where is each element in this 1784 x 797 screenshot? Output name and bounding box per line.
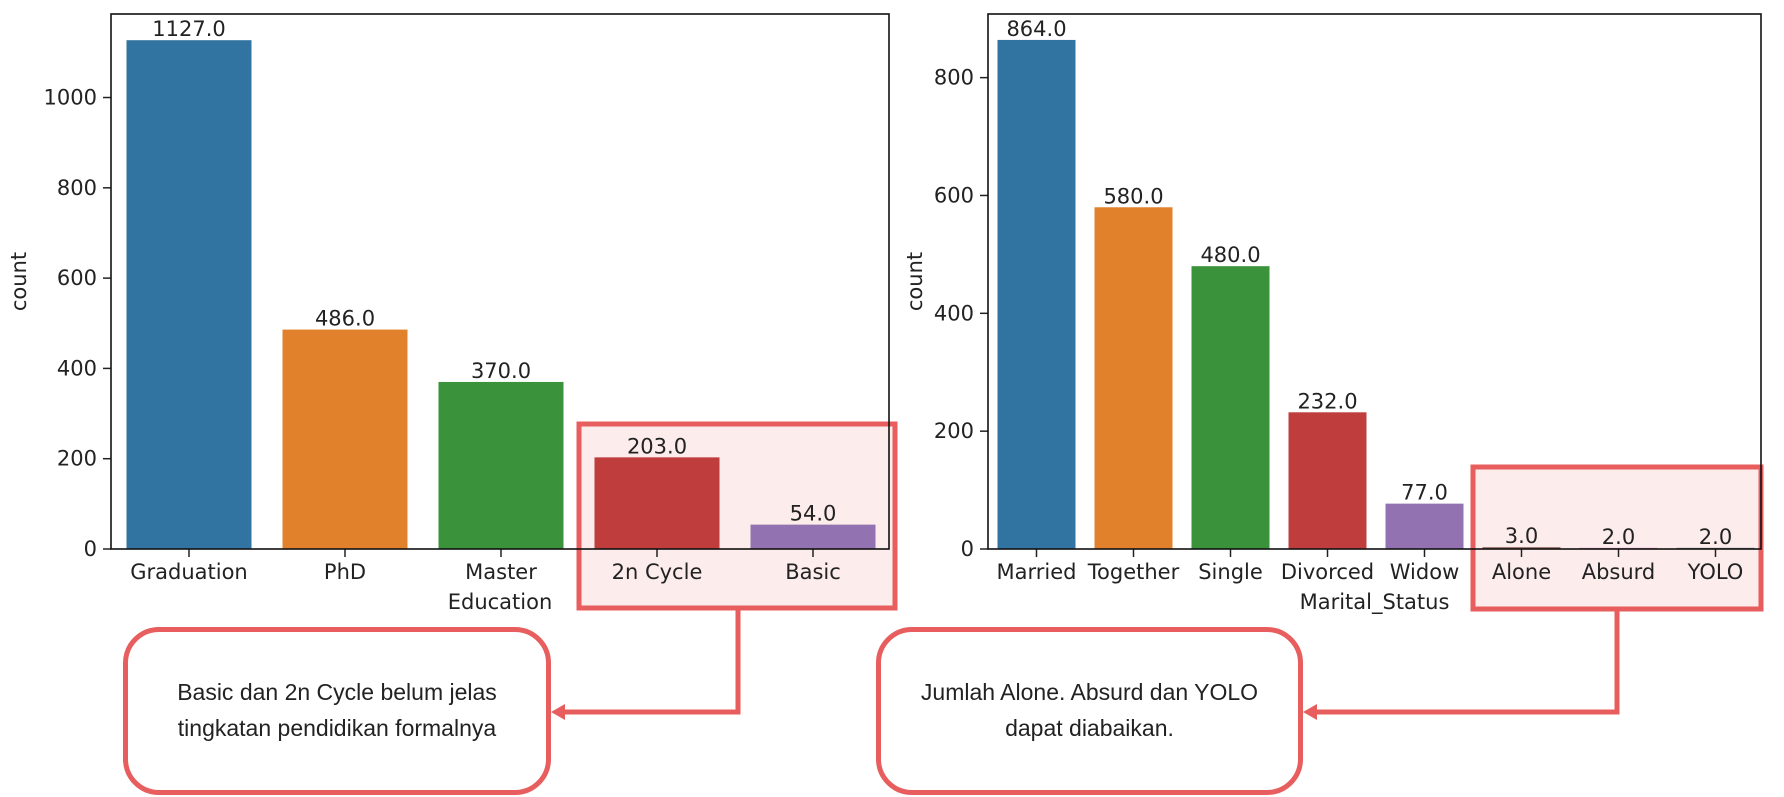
x-tick-label: 2n Cycle bbox=[612, 560, 703, 584]
data-label: 2.0 bbox=[1699, 525, 1732, 549]
annotation-education: Basic dan 2n Cycle belum jelas tingkatan… bbox=[123, 627, 551, 795]
x-tick-label: Basic bbox=[785, 560, 841, 584]
data-label: 864.0 bbox=[1006, 17, 1066, 41]
y-tick-label: 200 bbox=[934, 419, 974, 443]
y-tick-label: 1000 bbox=[44, 86, 97, 110]
x-tick-label: YOLO bbox=[1687, 560, 1744, 584]
bar-single bbox=[1191, 266, 1270, 549]
x-tick-label: Together bbox=[1087, 560, 1180, 584]
bar-basic bbox=[750, 524, 876, 549]
connector-marital-status-arrowhead bbox=[1303, 704, 1317, 720]
y-axis-label: count bbox=[903, 252, 927, 311]
connector-education-arrowhead bbox=[551, 704, 565, 720]
y-tick-label: 200 bbox=[57, 447, 97, 471]
x-tick-label: PhD bbox=[324, 560, 366, 584]
data-label: 1127.0 bbox=[152, 17, 225, 41]
annotation-marital-line1: Jumlah Alone. Absurd dan YOLO bbox=[920, 679, 1259, 706]
x-tick-label: Master bbox=[465, 560, 537, 584]
x-tick-label: Alone bbox=[1492, 560, 1551, 584]
annotation-education-line1: Basic dan 2n Cycle belum jelas bbox=[177, 679, 497, 706]
data-label: 54.0 bbox=[790, 502, 837, 526]
y-tick-label: 0 bbox=[961, 537, 974, 561]
x-tick-label: Graduation bbox=[130, 560, 248, 584]
axes-frame bbox=[987, 13, 1762, 550]
annotation-education-line2: tingkatan pendidikan formalnya bbox=[177, 715, 497, 741]
chart-marital-status: 0 200 400 600 800 864.0 Married 580.0 Together 48… bbox=[903, 13, 1762, 615]
bar-together bbox=[1094, 207, 1173, 549]
axes-frame bbox=[110, 13, 890, 550]
data-label: 480.0 bbox=[1200, 243, 1260, 267]
x-tick-label: Absurd bbox=[1582, 560, 1656, 584]
annotation-marital-status: Jumlah Alone. Absurd dan YOLO dapat diab… bbox=[876, 627, 1303, 795]
bar-widow bbox=[1385, 503, 1464, 549]
data-label: 2.0 bbox=[1602, 525, 1635, 549]
x-axis-label: Marital_Status bbox=[1300, 590, 1450, 615]
data-label: 232.0 bbox=[1297, 389, 1357, 413]
x-tick-label: Single bbox=[1198, 560, 1263, 584]
x-tick-label: Divorced bbox=[1281, 560, 1374, 584]
data-label: 203.0 bbox=[627, 434, 687, 458]
bar-alone bbox=[1482, 547, 1561, 549]
y-tick-label: 800 bbox=[57, 176, 97, 200]
highlight-box-marital-status bbox=[1470, 464, 1764, 612]
data-label: 580.0 bbox=[1103, 184, 1163, 208]
y-tick-label: 600 bbox=[57, 266, 97, 290]
data-label: 370.0 bbox=[471, 359, 531, 383]
bar-2n-cycle bbox=[594, 457, 720, 549]
x-axis-label: Education bbox=[448, 590, 553, 614]
y-tick-label: 400 bbox=[934, 301, 974, 325]
data-label: 77.0 bbox=[1401, 481, 1448, 505]
bar-phd bbox=[282, 329, 408, 549]
y-tick-label: 400 bbox=[57, 356, 97, 380]
data-label: 486.0 bbox=[315, 307, 375, 331]
y-tick-label: 600 bbox=[934, 183, 974, 207]
bar-married bbox=[997, 39, 1076, 549]
data-label: 3.0 bbox=[1505, 524, 1538, 548]
bar-divorced bbox=[1288, 412, 1367, 549]
chart-education: 0 200 400 600 800 1000 1127.0 Graduation 486.0 Ph… bbox=[7, 13, 890, 614]
connector-marital-status-line bbox=[1312, 608, 1620, 715]
bar-graduation bbox=[126, 40, 252, 549]
annotation-marital-line2: dapat diabaikan. bbox=[1005, 715, 1174, 741]
connector-education-line bbox=[560, 608, 741, 715]
y-axis-label: count bbox=[7, 252, 31, 311]
y-tick-label: 0 bbox=[84, 537, 97, 561]
x-tick-label: Widow bbox=[1390, 560, 1460, 584]
bar-master bbox=[438, 381, 564, 549]
y-tick-label: 800 bbox=[934, 66, 974, 90]
x-tick-label: Married bbox=[997, 560, 1077, 584]
